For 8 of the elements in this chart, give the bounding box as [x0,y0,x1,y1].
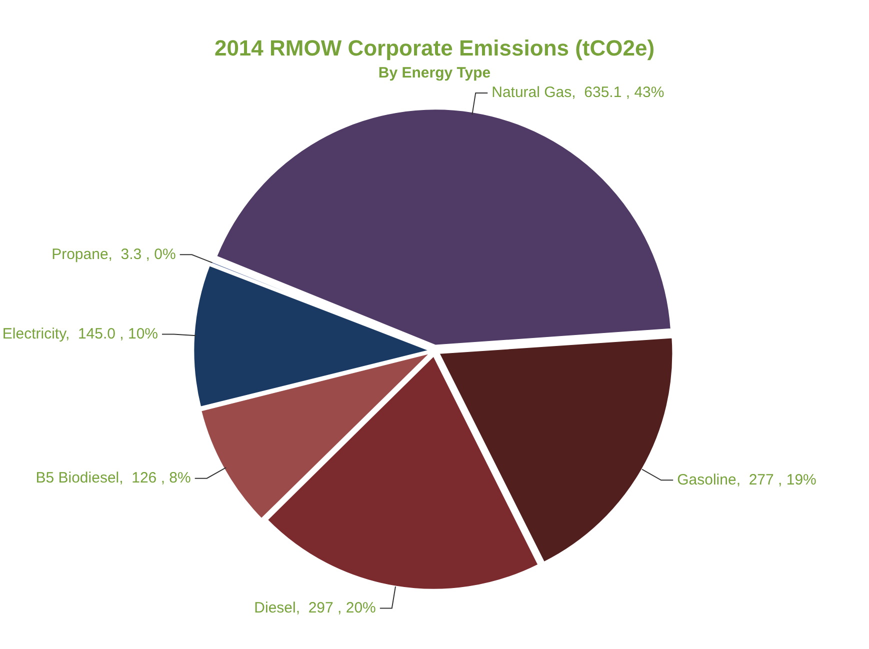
slice-label: Natural Gas, 635.1 , 43% [492,84,664,102]
slice-label: Gasoline, 277 , 19% [677,471,816,488]
slice-label: Diesel, 297 , 20% [254,599,376,616]
slice-label: Electricity, 145.0 , 10% [2,325,158,342]
chart-subtitle: By Energy Type [378,64,491,82]
slice-label: Propane, 3.3 , 0% [52,246,176,263]
chart-title: 2014 RMOW Corporate Emissions (tCO2e) [214,35,655,60]
slice-label: B5 Biodiesel, 126 , 8% [36,469,191,486]
